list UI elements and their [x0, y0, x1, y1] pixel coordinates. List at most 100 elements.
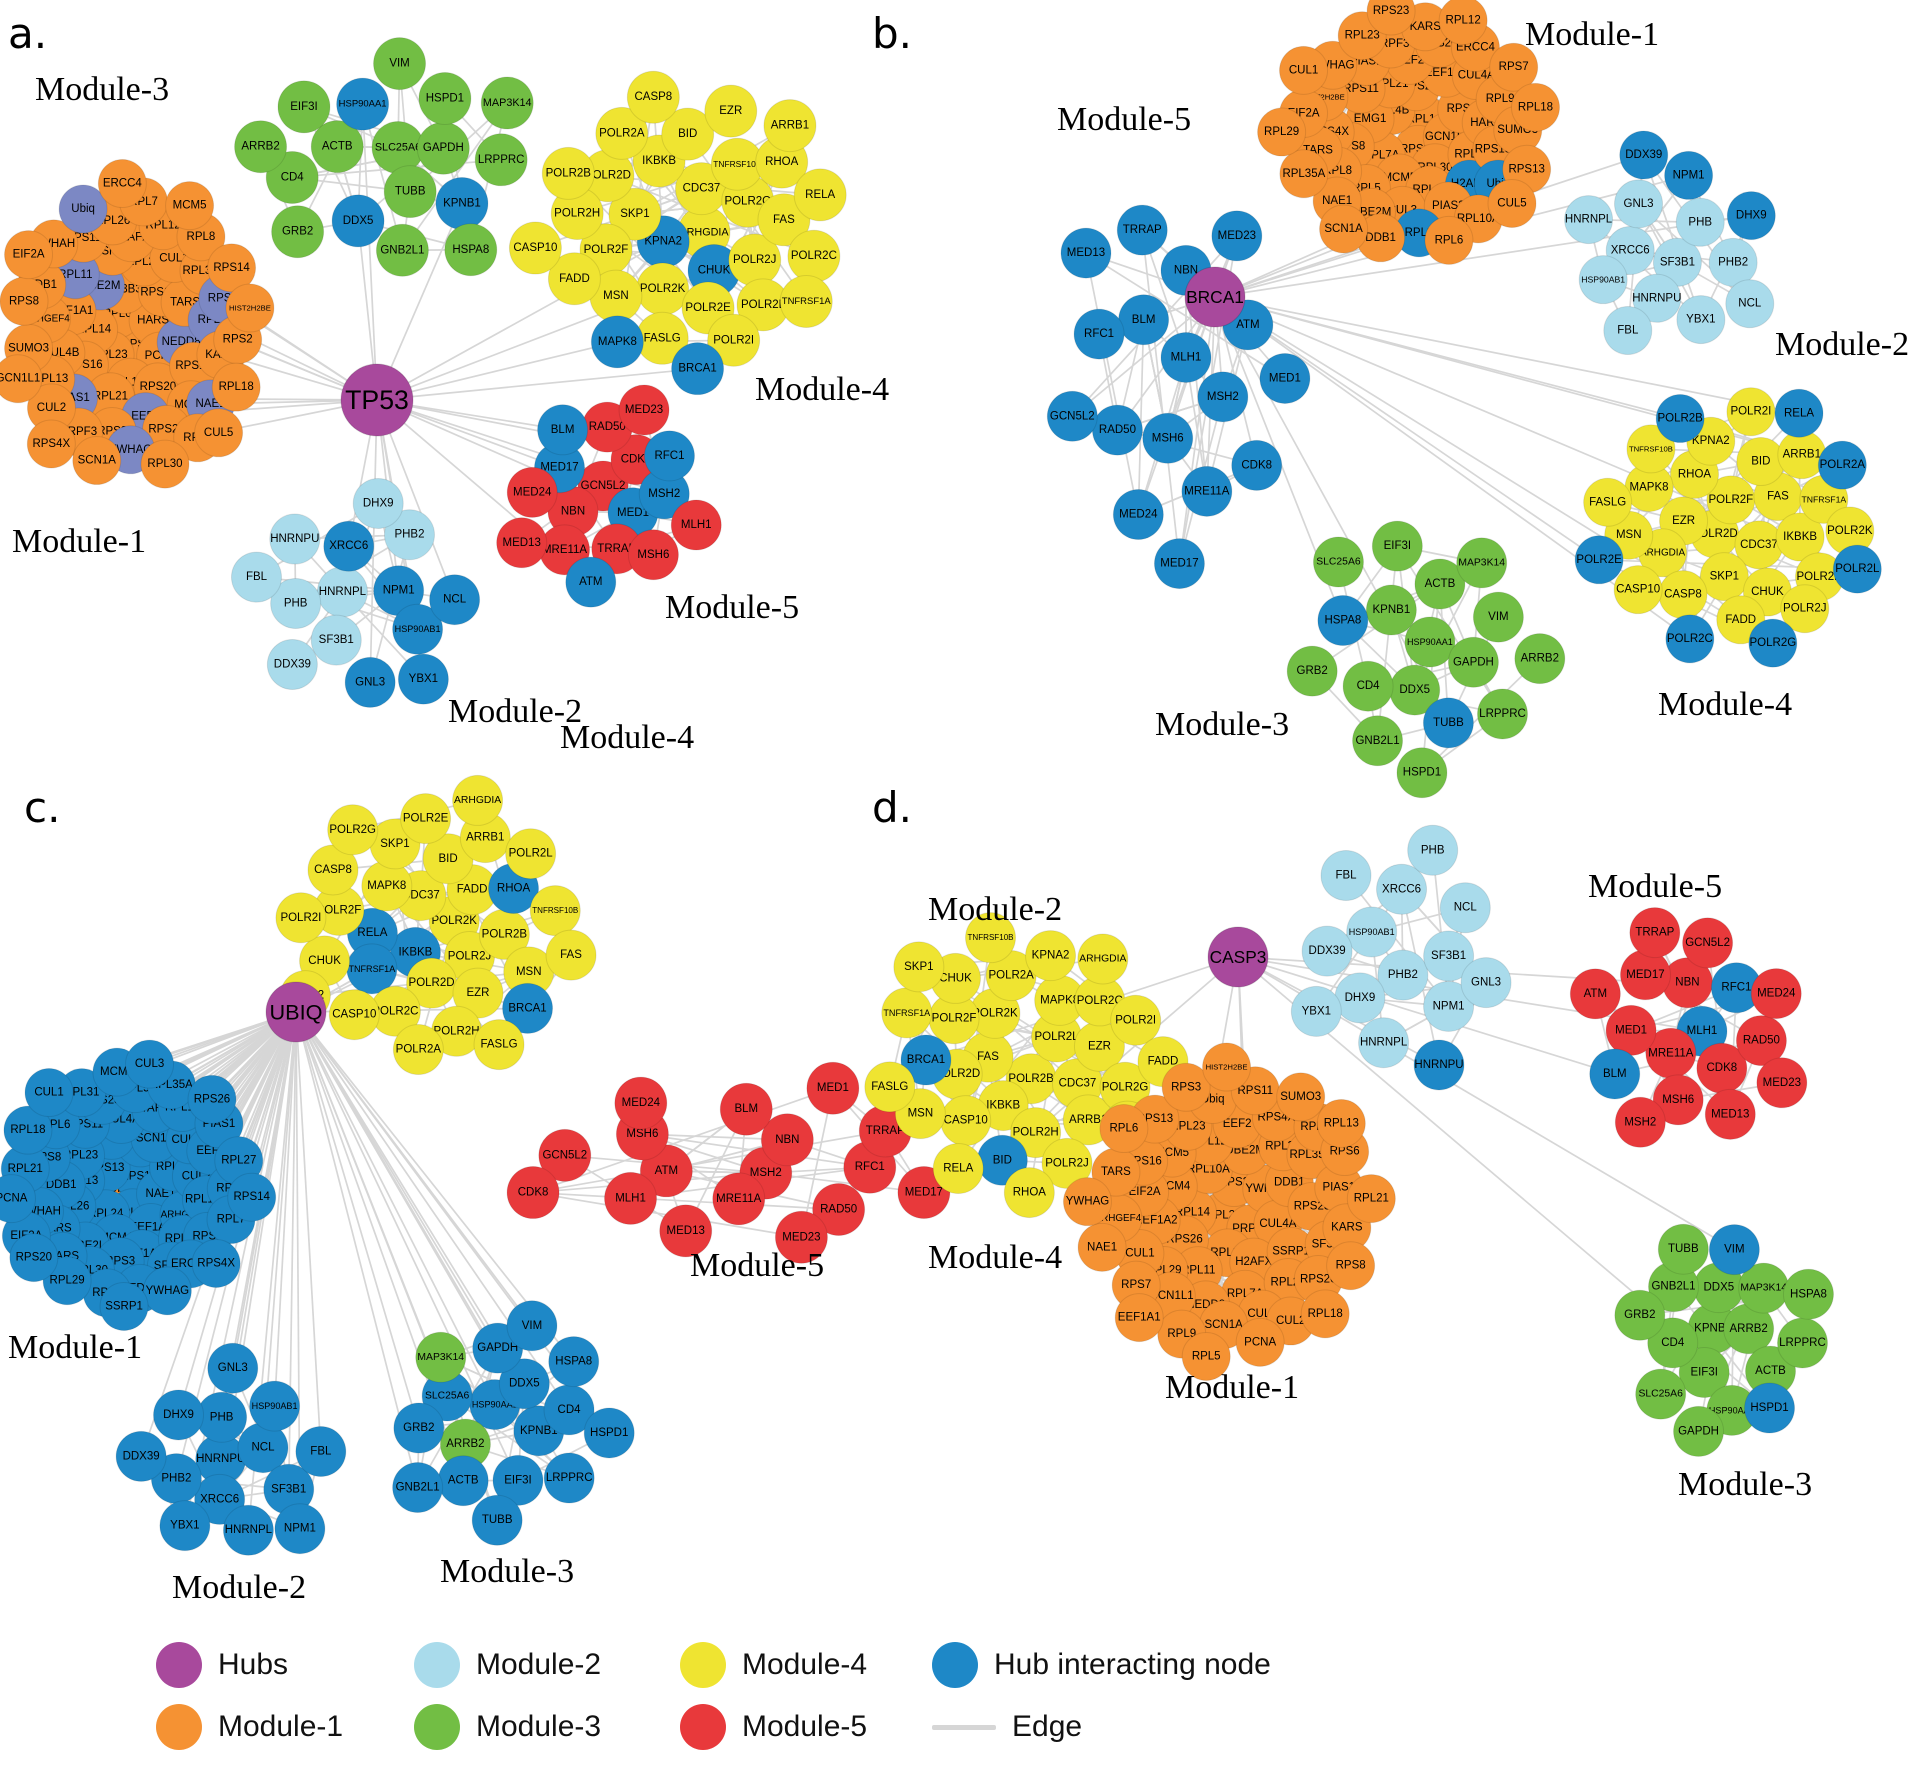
node-rpl5	[1181, 1331, 1231, 1381]
panel-c: POLR2K IKBKB CDC37 POLR2J RELA FADD POLR2D MAPK…	[0, 719, 951, 1606]
node-hnrnpl	[222, 1504, 274, 1556]
node-label: MSH6	[626, 1128, 658, 1140]
node-label: POLR2H	[1013, 1127, 1059, 1139]
node-label: RPL18	[10, 1124, 45, 1136]
node-hspd1	[1396, 747, 1448, 799]
node-label: CASP10	[513, 242, 557, 254]
node-label: NCL	[443, 594, 467, 606]
node-label: MSH2	[1624, 1116, 1656, 1128]
node-label: RPS2	[223, 334, 253, 346]
hub-swatch-icon	[156, 1642, 202, 1688]
node-ddx39	[115, 1430, 167, 1482]
node-label: RPS8	[1336, 1260, 1366, 1272]
node-label: IKBKB	[642, 155, 676, 167]
node-grb2	[271, 205, 325, 259]
node-label: EMG1	[1354, 113, 1387, 125]
node-label: POLR2K	[972, 1007, 1018, 1019]
node-hspa8	[1782, 1268, 1834, 1320]
node-vim	[506, 1300, 558, 1352]
node-rpl18	[1300, 1289, 1350, 1339]
node-label: RPL13	[33, 373, 68, 385]
node-label: PCNA	[0, 1193, 28, 1205]
node-label: MLH1	[615, 1192, 646, 1204]
node-label: MSH2	[750, 1167, 782, 1179]
hub-edge	[295, 1011, 322, 1452]
node-label: HSPD1	[426, 92, 464, 104]
node-label: ARRB2	[1729, 1323, 1767, 1335]
module-label: Module-4	[755, 371, 889, 408]
node-label: RPL9	[1167, 1328, 1196, 1340]
node-mcm5	[165, 181, 215, 231]
node-hnrnpu	[1413, 1039, 1465, 1091]
node-label: RPL21	[1354, 1193, 1389, 1205]
node-label: ARHGEF4	[161, 1210, 208, 1221]
node-label: PHB	[210, 1411, 234, 1423]
node-label: GNL3	[218, 1362, 248, 1374]
node-label: POLR2B	[1657, 413, 1703, 425]
node-arrb1	[763, 99, 817, 153]
node-hsp90ab1	[1578, 255, 1628, 305]
node-label: GCN5L2	[581, 480, 626, 492]
node-rpl21	[1346, 1174, 1396, 1224]
node-label: POLR2I	[280, 912, 321, 924]
node-sf3b1	[1423, 930, 1475, 982]
module-label: Module-2	[448, 693, 582, 730]
node-npm1	[1423, 980, 1475, 1032]
node-label: RPS7	[1499, 61, 1529, 73]
node-label: XRCC6	[200, 1493, 239, 1505]
node-label: ARHGDIA	[454, 795, 501, 806]
node-rps4x	[26, 419, 76, 469]
node-label: BID	[1751, 456, 1770, 468]
node-grb2	[393, 1402, 445, 1454]
node-label: GAPDH	[1453, 656, 1494, 668]
node-label: RPL35A	[1282, 168, 1325, 180]
node-casp10	[508, 221, 562, 275]
node-tubb	[471, 1494, 523, 1546]
node-label: EIF3I	[504, 1474, 531, 1486]
module2-swatch-icon	[414, 1642, 460, 1688]
node-label: SF3B1	[271, 1483, 306, 1495]
node-label: POLR2D	[585, 170, 631, 182]
node-ybx1	[397, 653, 449, 705]
node-label: ATM	[579, 576, 602, 588]
node-label: FASLG	[644, 332, 681, 344]
node-label: CDC37	[1740, 539, 1778, 551]
node-rela	[793, 168, 847, 222]
node-label: NPM1	[383, 585, 415, 597]
node-label: DDX5	[343, 215, 374, 227]
node-label: RPL11	[58, 269, 92, 281]
node-layer: POLR2K IKBKB CDC37 POLR2J RELA FADD POLR2D MAPK…	[0, 774, 951, 1556]
hub-edge	[1214, 214, 1752, 298]
node-label: FAS	[773, 214, 795, 226]
node-label: MAP3K14	[1740, 1283, 1787, 1294]
node-ddx5	[331, 194, 385, 248]
node-label: EEF2	[1395, 54, 1424, 66]
node-label: GNL3	[1471, 977, 1501, 989]
node-label: ARRB1	[1783, 449, 1821, 461]
node-ezr	[452, 967, 504, 1019]
node-label: GCN5L2	[542, 1149, 587, 1161]
node-label: MED13	[667, 1225, 705, 1237]
node-trrap	[1629, 907, 1681, 959]
hub-label: UBIQ	[270, 1000, 323, 1025]
node-ybx1	[159, 1500, 211, 1552]
node-phb2	[1377, 949, 1429, 1001]
node-label: HSPA8	[452, 244, 489, 256]
node-label: FBL	[246, 571, 268, 583]
node-fas	[757, 193, 811, 247]
hub-edge	[1214, 296, 1800, 415]
node-label: POLR2J	[1045, 1157, 1088, 1169]
node-label: SF3B1	[1431, 950, 1466, 962]
node-label: YBX1	[409, 673, 438, 685]
panel-b: MLH1 MSH6 BLM MSH2 RAD50 NBN MRE11A RFC1 ATM MED2…	[872, 0, 1909, 799]
node-rfc1	[1073, 308, 1125, 360]
node-label: HSP90AA1	[472, 1400, 518, 1410]
legend-label: Module-3	[476, 1710, 602, 1743]
node-eif3i	[1371, 520, 1423, 572]
node-label: SCN1A	[136, 1132, 175, 1144]
node-map3k14	[415, 1331, 467, 1383]
node-med17	[1153, 538, 1205, 590]
node-hnrnpu	[269, 513, 321, 565]
node-label: POLR2I	[1730, 406, 1771, 418]
node-label: RPL18	[1308, 1308, 1343, 1320]
